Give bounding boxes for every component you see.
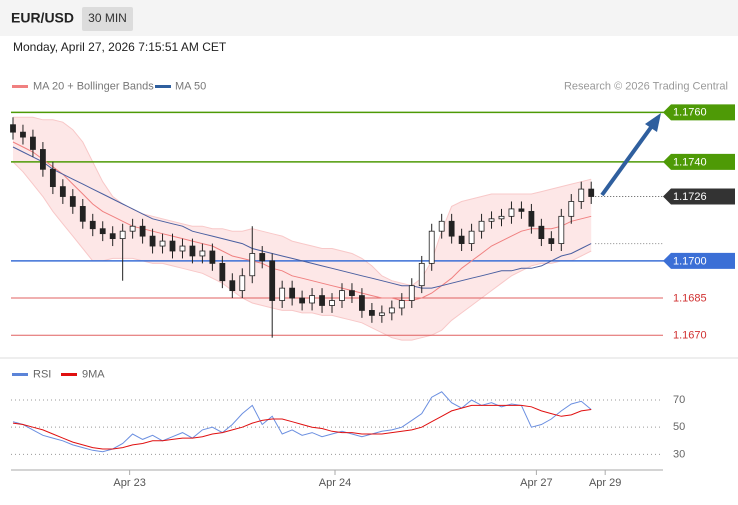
candle-body <box>30 136 36 150</box>
candle-body <box>259 253 266 262</box>
candle-body <box>339 290 345 301</box>
candle-body <box>309 295 315 304</box>
candle-body <box>548 238 555 244</box>
candle-body <box>568 201 575 217</box>
x-tick-label: Apr 23 <box>113 477 145 489</box>
symbol: EUR/USD <box>11 10 74 26</box>
bollinger-upper <box>13 116 592 287</box>
rsi-ma-line <box>12 404 592 450</box>
candle-body <box>448 220 455 237</box>
timestamp: Monday, April 27, 2026 7:15:51 AM CET <box>13 40 227 54</box>
candle-body <box>538 225 545 240</box>
candle-body <box>49 168 56 188</box>
candle-body <box>578 188 585 202</box>
candle-body <box>438 220 445 232</box>
ma20 <box>12 141 592 301</box>
arrow-head <box>645 113 661 132</box>
candle-body <box>229 280 236 292</box>
candle-body <box>199 250 206 257</box>
legend-label: MA 50 <box>175 80 206 92</box>
candle-body <box>478 220 485 232</box>
last-price-box <box>663 188 735 205</box>
candle-body <box>119 230 126 240</box>
x-tick-label: Apr 27 <box>520 477 552 489</box>
candle-body <box>518 208 525 212</box>
candle-body <box>59 186 66 197</box>
bollinger-lower <box>12 161 592 341</box>
candle-body <box>468 230 475 244</box>
candle-body <box>89 220 96 230</box>
candle-body <box>279 287 286 301</box>
candle-body <box>349 290 355 296</box>
candle-body <box>408 285 415 301</box>
candle-body <box>129 225 136 232</box>
last-price-label: 1.1726 <box>673 191 707 203</box>
candle-body <box>368 310 375 316</box>
candle-body <box>40 149 46 170</box>
forecast-arrow <box>600 124 654 197</box>
level-box <box>663 153 735 170</box>
legend-swatch <box>12 85 28 88</box>
level-box <box>663 252 735 269</box>
candle-body <box>249 253 256 277</box>
level-label: 1.1760 <box>673 107 707 119</box>
legend-label: MA 20 + Bollinger Bands <box>33 80 154 92</box>
level-label: 1.1670 <box>673 330 707 342</box>
candle-body <box>20 131 26 138</box>
candle-body <box>209 250 216 264</box>
level-box <box>663 104 735 121</box>
rsi-tick-label: 70 <box>673 394 685 406</box>
x-tick-label: Apr 29 <box>589 477 621 489</box>
candle-body <box>69 196 76 207</box>
candle-body <box>319 295 325 306</box>
candle-body <box>169 240 176 252</box>
candle-body <box>398 300 405 309</box>
legend-swatch <box>12 373 28 376</box>
plot: 1.1760 1.1740 1.1700 1.1685 1.1670 1.1726 30 50… <box>10 104 735 489</box>
candle-body <box>329 300 335 306</box>
candle-body <box>239 275 246 292</box>
candle-body <box>488 218 495 222</box>
candle-body <box>588 188 595 197</box>
level-label: 1.1740 <box>673 156 707 168</box>
candle-body <box>219 262 226 282</box>
candle-body <box>558 215 565 244</box>
timeframe: 30 MIN <box>88 11 127 25</box>
candle-body <box>299 297 306 304</box>
candle-body <box>289 287 296 299</box>
candle-body <box>528 210 535 227</box>
legend-swatch <box>61 373 77 376</box>
candle-body <box>359 295 365 311</box>
legend-swatch <box>155 85 171 88</box>
candle-body <box>458 235 465 244</box>
candle-body <box>269 260 276 301</box>
candle-body <box>508 208 515 217</box>
candle-body <box>189 245 196 257</box>
candle-body <box>388 307 395 314</box>
candle-body <box>428 230 435 264</box>
rsi-tick-label: 50 <box>673 421 685 433</box>
level-label: 1.1685 <box>673 292 707 304</box>
rsi-tick-label: 30 <box>673 448 685 460</box>
candle-body <box>109 233 116 240</box>
x-tick-label: Apr 24 <box>319 477 351 489</box>
candle-body <box>418 262 425 287</box>
candle-body <box>159 240 166 247</box>
timeframe-box <box>82 7 133 31</box>
level-label: 1.1700 <box>673 255 707 267</box>
credit: Research © 2026 Trading Central <box>564 80 728 92</box>
candle-body <box>79 206 86 222</box>
candle-body <box>378 312 385 316</box>
legend-label: 9MA <box>82 368 105 380</box>
candle-body <box>149 235 156 247</box>
ma50 <box>12 146 592 289</box>
candle-body <box>99 228 106 235</box>
candle-body <box>179 245 186 252</box>
legend-label: RSI <box>33 368 51 380</box>
rsi-line <box>12 391 592 453</box>
candle-body <box>498 215 505 220</box>
candle-body <box>10 124 16 133</box>
candle-body <box>139 225 146 237</box>
